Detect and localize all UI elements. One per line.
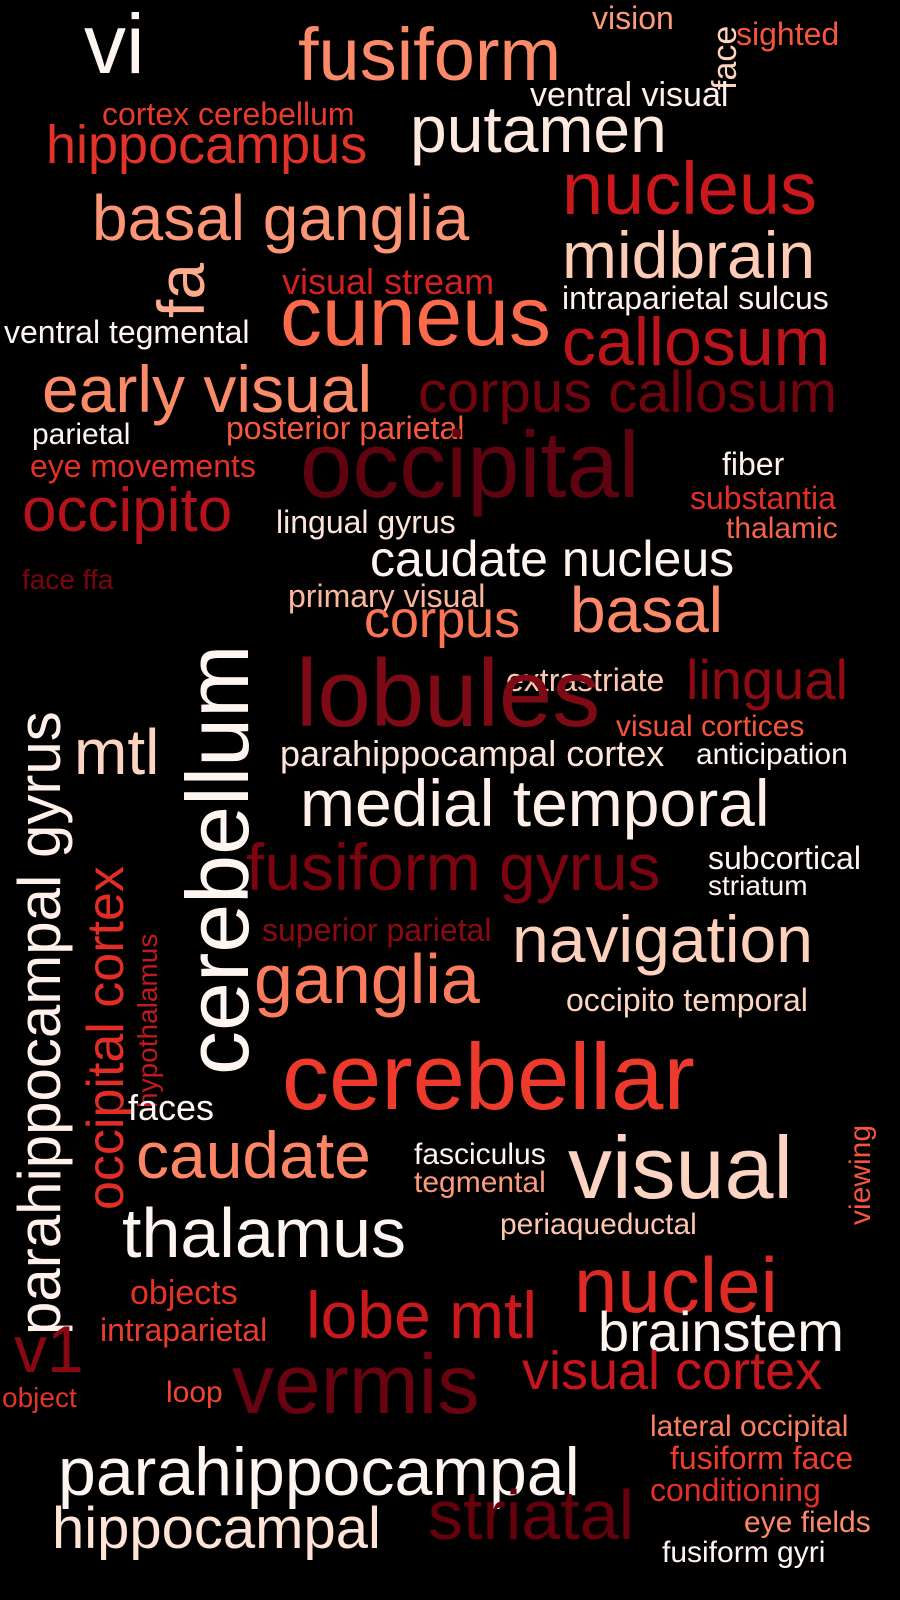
word-caudate-nucleus: caudate nucleus [370, 531, 735, 587]
word-visual-cortex: visual cortex [522, 1341, 823, 1401]
word-vi: vi [84, 0, 145, 91]
word-midbrain: midbrain [562, 218, 816, 292]
word-occipital: occipital [300, 412, 640, 517]
word-periaqueductal: periaqueductal [500, 1208, 697, 1241]
word-visual-stream: visual stream [282, 261, 495, 302]
word-eye-fields: eye fields [744, 1506, 871, 1539]
word-hippocampus: hippocampus [46, 115, 368, 175]
word-occipito: occipito [22, 476, 233, 545]
word-fasciculus: fasciculus [414, 1138, 546, 1171]
word-extrastriate: extrastriate [506, 662, 665, 698]
word-v1: v1 [14, 1312, 84, 1386]
word-fusiform-gyri: fusiform gyri [662, 1536, 826, 1569]
word-ventral-visual: ventral visual [530, 76, 729, 114]
word-basal: basal [570, 574, 723, 646]
word-occipital-cortex: occipital cortex [77, 866, 135, 1210]
word-cuneus: cuneus [280, 269, 551, 363]
word-face-ffa: face ffa [22, 564, 114, 595]
word-lobules: lobules [296, 640, 601, 747]
word-loop: loop [166, 1376, 223, 1409]
word-parietal: parietal [32, 418, 131, 451]
word-cortex-cerebellum: cortex cerebellum [102, 96, 355, 132]
word-vision: vision [592, 0, 674, 36]
word-intraparietal: intraparietal [100, 1312, 268, 1348]
word-caudate: caudate [136, 1118, 371, 1192]
word-callosum: callosum [562, 304, 831, 380]
word-early-visual: early visual [42, 352, 373, 426]
word-putamen: putamen [410, 92, 667, 166]
word-lingual-gyrus: lingual gyrus [276, 504, 456, 540]
word-faces: faces [128, 1087, 215, 1128]
word-subcortical: subcortical [708, 840, 861, 876]
word-viewing: viewing [844, 1124, 877, 1225]
word-fiber: fiber [722, 446, 785, 482]
word-navigation: navigation [512, 902, 813, 976]
word-conditioning: conditioning [650, 1472, 821, 1508]
word-lobe-mtl: lobe mtl [306, 1278, 538, 1352]
word-posterior-parietal: posterior parietal [226, 410, 465, 446]
word-fa: fa [144, 262, 218, 318]
word-cerebellar: cerebellar [282, 1024, 695, 1129]
word-striatal: striatal [428, 1476, 635, 1554]
word-visual-cortices: visual cortices [616, 710, 805, 743]
word-eye-movements: eye movements [30, 448, 256, 484]
word-occipito-temporal: occipito temporal [566, 982, 808, 1018]
word-hippocampal: hippocampal [52, 1496, 381, 1561]
word-sighted: sighted [736, 16, 840, 52]
word-thalamic: thalamic [726, 512, 838, 545]
word-thalamus: thalamus [122, 1194, 407, 1272]
word-parahippocampal-gyrus: parahippocampal gyrus [6, 711, 73, 1335]
word-corpus-callosum: corpus callosum [418, 360, 838, 425]
word-lingual: lingual [686, 648, 848, 711]
word-intraparietal-sulcus: intraparietal sulcus [562, 280, 829, 316]
word-nuclei: nuclei [574, 1241, 778, 1329]
word-parahippocampal-cortex: parahippocampal cortex [280, 733, 665, 774]
word-medial-temporal: medial temporal [300, 766, 770, 840]
word-substantia: substantia [690, 480, 836, 516]
word-superior-parietal: superior parietal [262, 912, 492, 948]
word-mtl: mtl [74, 716, 160, 788]
word-fusiform: fusiform [298, 13, 562, 96]
word-fusiform-face: fusiform face [670, 1440, 854, 1476]
word-basal-ganglia: basal ganglia [92, 182, 470, 254]
word-vermis: vermis [232, 1337, 480, 1431]
word-parahippocampal: parahippocampal [58, 1434, 580, 1510]
word-primary-visual: primary visual [288, 578, 486, 614]
word-lateral-occipital: lateral occipital [650, 1410, 849, 1443]
word-tegmental: tegmental [414, 1166, 546, 1199]
word-corpus: corpus [364, 591, 521, 649]
word-objects: objects [130, 1274, 238, 1312]
word-ganglia: ganglia [254, 940, 480, 1018]
word-object: object [2, 1382, 77, 1413]
word-nucleus: nucleus [562, 147, 818, 230]
word-anticipation: anticipation [696, 738, 848, 771]
word-visual: visual [568, 1118, 793, 1217]
word-fusiform-gyrus: fusiform gyrus [246, 830, 661, 904]
word-hypothalamus: hypothalamus [132, 933, 163, 1108]
word-brainstem: brainstem [598, 1300, 844, 1363]
word-striatum: striatum [708, 870, 808, 901]
word-ventral-tegmental: ventral tegmental [4, 314, 250, 350]
